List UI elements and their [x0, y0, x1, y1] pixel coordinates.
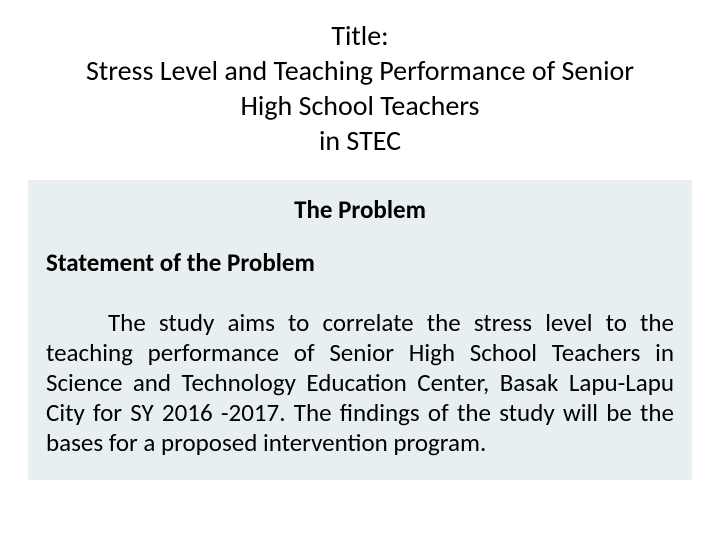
title-block: Title: Stress Level and Teaching Perform…	[28, 18, 692, 158]
slide-container: Title: Stress Level and Teaching Perform…	[0, 0, 720, 540]
title-label: Title:	[28, 18, 692, 53]
title-line-1: Stress Level and Teaching Performance of…	[28, 53, 692, 88]
body-paragraph: The study aims to correlate the stress l…	[46, 308, 674, 458]
title-line-2: High School Teachers	[28, 88, 692, 123]
title-line-3: in STEC	[28, 123, 692, 158]
sub-heading: Statement of the Problem	[46, 247, 674, 278]
content-box: The Problem Statement of the Problem The…	[28, 180, 692, 480]
section-heading: The Problem	[46, 194, 674, 225]
